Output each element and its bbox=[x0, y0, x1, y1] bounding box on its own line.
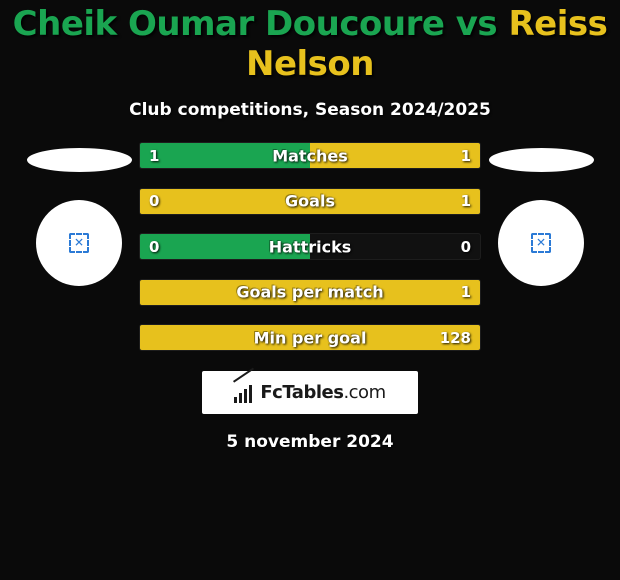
player1-avatar bbox=[36, 200, 122, 286]
no-photo-icon bbox=[69, 233, 89, 253]
player2-avatar bbox=[498, 200, 584, 286]
player1-name: Cheik Oumar Doucoure bbox=[13, 4, 445, 44]
player1-column bbox=[19, 142, 139, 286]
stat-bar-left bbox=[140, 234, 310, 259]
stat-value-right: 0 bbox=[461, 238, 471, 256]
player2-column bbox=[481, 142, 601, 286]
stat-row-goals: 0Goals1 bbox=[139, 188, 481, 215]
date: 5 november 2024 bbox=[226, 432, 393, 452]
stat-bars: 1Matches1 0Goals1 0Hattricks0 Goals per mat… bbox=[139, 142, 481, 351]
stat-bar-right bbox=[140, 325, 480, 350]
brand-box[interactable]: FcTables.com bbox=[202, 371, 418, 414]
brand-chart-icon bbox=[234, 383, 256, 403]
stat-bar-left bbox=[140, 143, 310, 168]
comparison-area: 1Matches1 0Goals1 0Hattricks0 Goals per mat… bbox=[0, 142, 620, 351]
player1-flag bbox=[27, 148, 132, 172]
stat-row-min-per-goal: Min per goal128 bbox=[139, 324, 481, 351]
brand-text: FcTables.com bbox=[260, 382, 385, 403]
stat-bar-right bbox=[310, 143, 480, 168]
stat-row-hattricks: 0Hattricks0 bbox=[139, 233, 481, 260]
stat-bar-right bbox=[140, 280, 480, 305]
vs-separator: vs bbox=[444, 4, 508, 44]
stat-row-goals-per-match: Goals per match1 bbox=[139, 279, 481, 306]
subtitle: Club competitions, Season 2024/2025 bbox=[129, 100, 491, 120]
stat-row-matches: 1Matches1 bbox=[139, 142, 481, 169]
no-photo-icon bbox=[531, 233, 551, 253]
player2-flag bbox=[489, 148, 594, 172]
comparison-widget: Cheik Oumar Doucoure vs Reiss Nelson Clu… bbox=[0, 0, 620, 580]
stat-bar-right bbox=[140, 189, 480, 214]
page-title: Cheik Oumar Doucoure vs Reiss Nelson bbox=[0, 0, 620, 84]
